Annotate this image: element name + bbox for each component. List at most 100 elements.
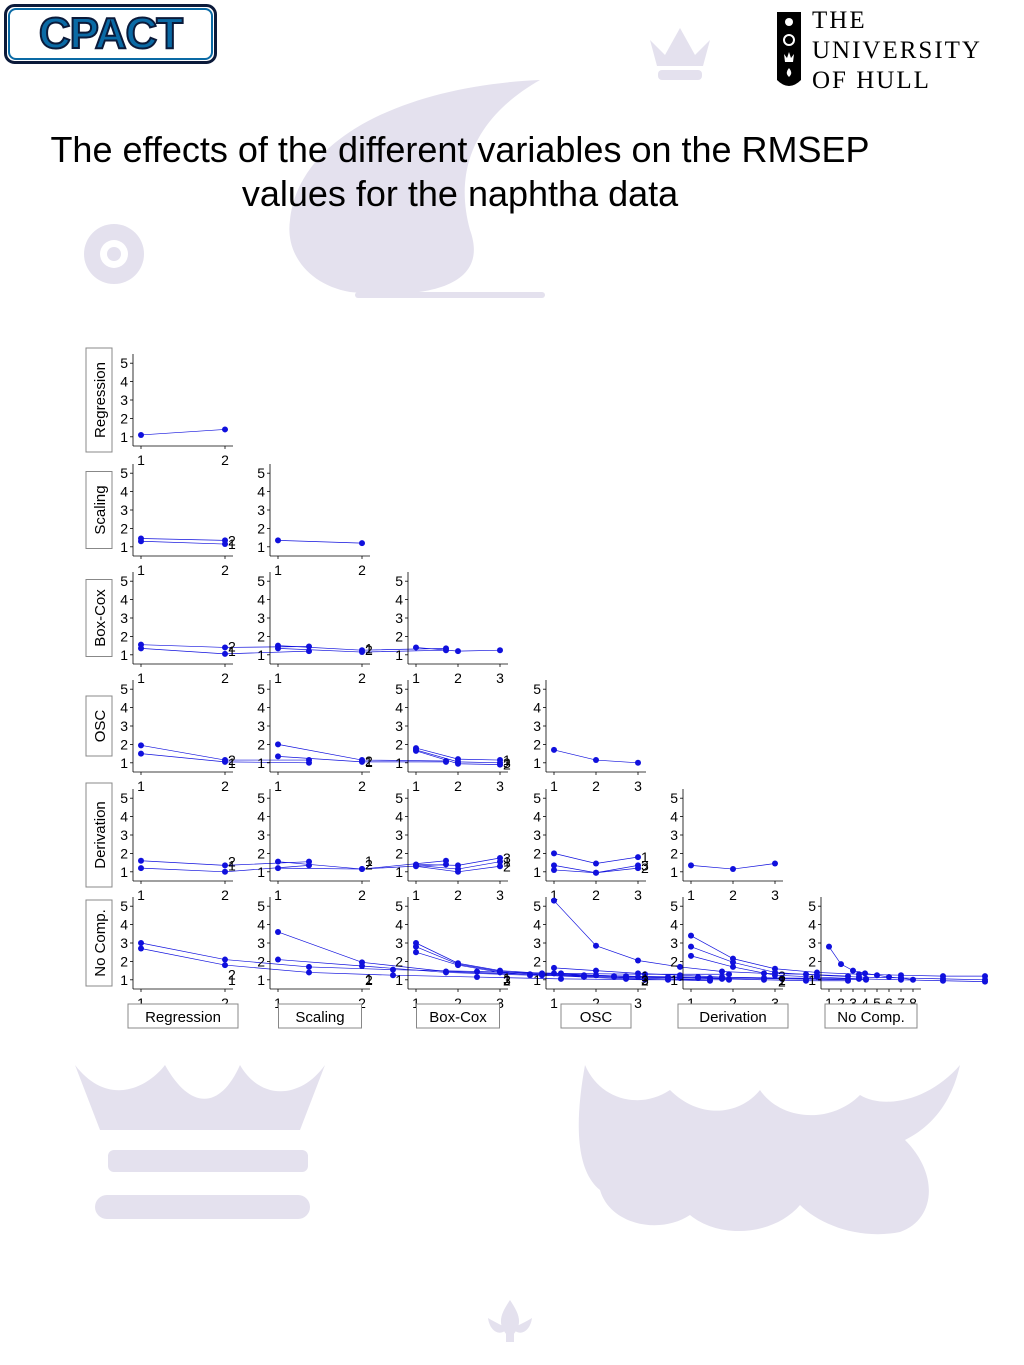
series-line-no-comp-vs-derivation-2	[690, 946, 986, 981]
series-label-derivation-vs-osc: 2	[641, 860, 649, 876]
y-tick-label-derivation-vs-regression: 5	[120, 790, 128, 806]
data-point-no-comp-vs-derivation	[730, 959, 736, 966]
data-point-no-comp-vs-osc	[593, 972, 599, 979]
y-tick-label-no-comp-vs-regression: 3	[120, 935, 128, 951]
x-tick-label-no-comp-vs-box-cox: 2	[454, 995, 462, 1011]
data-point-derivation-vs-derivation	[730, 866, 736, 873]
data-point-derivation-vs-scaling	[275, 865, 281, 872]
y-tick-label-no-comp-vs-no-comp: 1	[808, 972, 816, 988]
x-tick-label-no-comp-vs-osc: 2	[592, 995, 600, 1011]
series-label-osc-vs-box-cox: 1	[503, 752, 511, 768]
column-label-box-cox: Box-Cox	[429, 1009, 487, 1026]
y-tick-label-osc-vs-scaling: 5	[257, 681, 265, 697]
y-tick-label-scaling-vs-regression: 3	[120, 502, 128, 518]
data-point-regression-vs-regression	[222, 426, 228, 433]
data-point-no-comp-vs-box-cox	[413, 949, 419, 956]
series-label-derivation-vs-scaling: 2	[365, 856, 373, 872]
x-tick-label-no-comp-vs-osc: 1	[550, 995, 558, 1011]
hull-logo-line-3: OF HULL	[812, 67, 931, 94]
column-label-box-derivation	[677, 1003, 789, 1029]
data-point-derivation-vs-regression	[138, 857, 144, 864]
data-point-derivation-vs-osc	[635, 854, 641, 861]
data-point-no-comp-vs-osc	[845, 977, 851, 984]
y-tick-label-osc-vs-scaling: 1	[257, 755, 265, 771]
y-tick-label-osc-vs-regression: 3	[120, 718, 128, 734]
y-tick-label-scaling-vs-scaling: 2	[257, 520, 265, 536]
data-point-no-comp-vs-regression	[642, 971, 648, 978]
y-tick-label-box-cox-vs-scaling: 5	[257, 573, 265, 589]
data-point-no-comp-vs-osc	[551, 897, 557, 904]
data-point-no-comp-vs-scaling	[275, 928, 281, 935]
y-tick-label-no-comp-vs-osc: 5	[533, 898, 541, 914]
y-tick-label-osc-vs-scaling: 2	[257, 736, 265, 752]
y-tick-label-derivation-vs-osc: 4	[533, 809, 541, 825]
data-point-no-comp-vs-box-cox	[581, 974, 587, 981]
x-tick-label-no-comp-vs-scaling: 1	[274, 995, 282, 1011]
data-point-box-cox-vs-regression	[138, 645, 144, 652]
x-tick-label-box-cox-vs-scaling: 1	[274, 670, 282, 686]
hull-crest-icon	[777, 12, 801, 86]
data-point-osc-vs-scaling	[275, 741, 281, 748]
y-tick-label-no-comp-vs-box-cox: 2	[395, 953, 403, 969]
row-label-scaling: Scaling	[92, 485, 109, 534]
data-point-no-comp-vs-osc	[719, 975, 725, 982]
data-point-no-comp-vs-box-cox	[707, 977, 713, 984]
data-point-no-comp-vs-regression	[138, 945, 144, 952]
series-label-box-cox-vs-regression: 2	[228, 639, 236, 655]
x-tick-label-no-comp-vs-osc: 3	[634, 995, 642, 1011]
y-tick-label-no-comp-vs-scaling: 5	[257, 898, 265, 914]
x-tick-label-no-comp-vs-box-cox: 1	[412, 995, 420, 1011]
x-tick-label-box-cox-vs-scaling: 2	[358, 670, 366, 686]
series-label-derivation-vs-osc: 1	[641, 849, 649, 865]
data-point-derivation-vs-box-cox	[497, 858, 503, 865]
x-tick-label-osc-vs-osc: 1	[550, 778, 558, 794]
x-tick-label-derivation-vs-osc: 1	[550, 887, 558, 903]
x-tick-label-no-comp-vs-no-comp: 1	[825, 995, 833, 1011]
series-label-box-cox-vs-regression: 1	[228, 643, 236, 659]
y-tick-label-derivation-vs-scaling: 4	[257, 809, 265, 825]
y-tick-label-box-cox-vs-scaling: 1	[257, 647, 265, 663]
column-label-box-regression	[127, 1003, 239, 1029]
data-point-derivation-vs-derivation	[688, 862, 694, 869]
y-tick-label-no-comp-vs-osc: 4	[533, 917, 541, 933]
series-label-derivation-vs-box-cox: 3	[503, 850, 511, 866]
x-tick-label-derivation-vs-regression: 2	[221, 887, 229, 903]
y-tick-label-derivation-vs-derivation: 4	[670, 809, 678, 825]
series-line-no-comp-vs-osc-3	[553, 973, 848, 982]
series-label-derivation-vs-box-cox: 2	[503, 858, 511, 874]
data-point-no-comp-vs-derivation	[940, 977, 946, 984]
data-point-derivation-vs-box-cox	[413, 863, 419, 870]
series-label-no-comp-vs-derivation: 2	[778, 974, 786, 990]
series-line-no-comp-vs-box-cox-2	[415, 946, 711, 981]
x-tick-label-box-cox-vs-box-cox: 2	[454, 670, 462, 686]
data-point-no-comp-vs-box-cox	[497, 969, 503, 976]
y-tick-label-scaling-vs-scaling: 5	[257, 465, 265, 481]
series-label-no-comp-vs-box-cox: 3	[503, 972, 511, 988]
data-point-scaling-vs-regression	[222, 541, 228, 548]
x-tick-label-derivation-vs-scaling: 2	[358, 887, 366, 903]
x-tick-label-no-comp-vs-no-comp: 5	[873, 995, 881, 1011]
series-label-osc-vs-scaling: 2	[365, 753, 373, 769]
data-point-no-comp-vs-derivation	[856, 975, 862, 982]
data-point-osc-vs-box-cox	[413, 747, 419, 754]
y-tick-label-derivation-vs-box-cox: 1	[395, 864, 403, 880]
y-tick-label-no-comp-vs-scaling: 4	[257, 917, 265, 933]
data-point-no-comp-vs-osc	[551, 970, 557, 977]
y-tick-label-osc-vs-osc: 5	[533, 681, 541, 697]
data-point-no-comp-vs-derivation	[814, 974, 820, 981]
y-tick-label-scaling-vs-scaling: 3	[257, 502, 265, 518]
series-label-no-comp-vs-osc: 1	[641, 968, 649, 984]
x-tick-label-scaling-vs-scaling: 1	[274, 562, 282, 578]
data-point-scaling-vs-scaling	[359, 540, 365, 547]
data-point-no-comp-vs-regression	[558, 975, 564, 982]
series-line-scaling-vs-regression-2	[140, 540, 226, 545]
data-point-no-comp-vs-osc	[803, 977, 809, 984]
data-point-derivation-vs-osc	[551, 850, 557, 857]
y-tick-label-box-cox-vs-box-cox: 3	[395, 610, 403, 626]
data-point-no-comp-vs-no-comp	[826, 943, 832, 950]
x-tick-label-no-comp-vs-regression: 1	[137, 995, 145, 1011]
data-point-derivation-vs-osc	[635, 865, 641, 872]
x-tick-label-no-comp-vs-no-comp: 6	[885, 995, 893, 1011]
